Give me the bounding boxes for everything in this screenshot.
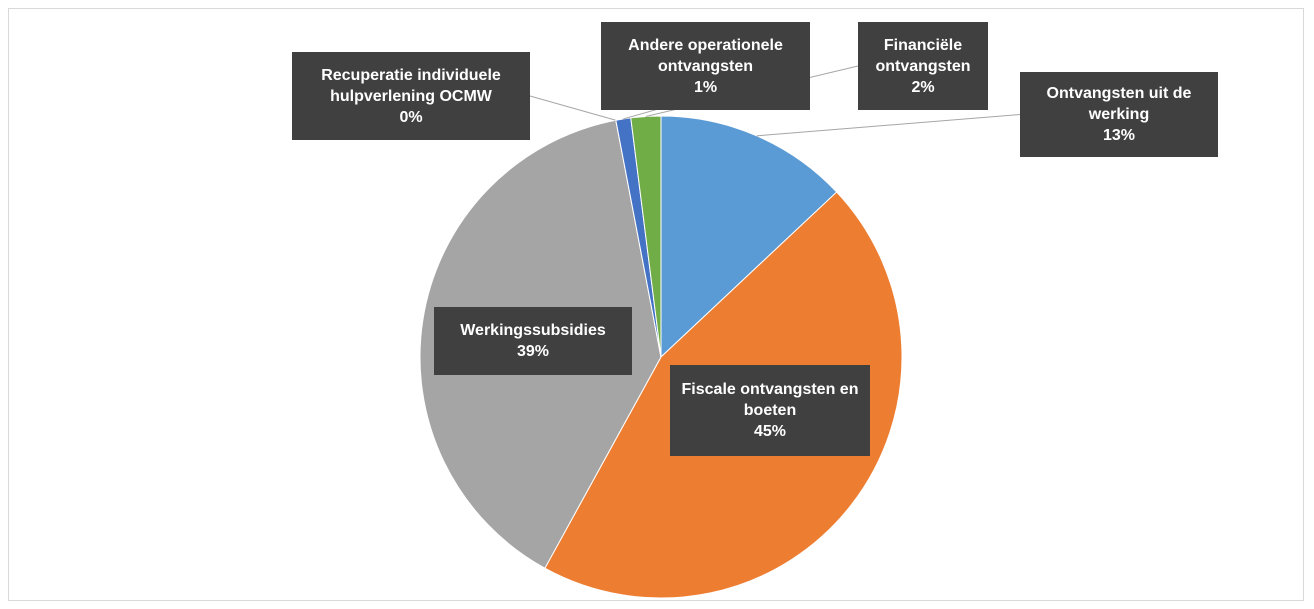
value-label: 13%: [1102, 127, 1136, 144]
leader-line: [529, 95, 616, 121]
pie-slice: [660, 115, 838, 359]
category-label: Fiscale ontvangsten en boeten: [681, 381, 859, 419]
data-label: Andere operationele ontvangsten 1%: [601, 22, 810, 110]
category-label: Financiële ontvangsten: [875, 36, 971, 75]
category-label: Andere operationele ontvangsten: [628, 36, 783, 75]
category-label: Ontvangsten uit de werking: [1046, 85, 1192, 123]
data-label: Werkingssubsidies 39%: [434, 307, 632, 375]
category-label: Werkingssubsidies: [460, 322, 606, 339]
value-label: 0%: [399, 108, 423, 126]
value-label: 45%: [753, 423, 787, 440]
data-label: Recuperatie individuele hulpverlening OC…: [292, 52, 530, 140]
value-label: 2%: [911, 78, 935, 96]
data-label: Financiële ontvangsten 2%: [858, 22, 988, 110]
leader-line: [756, 114, 1021, 137]
data-label: Fiscale ontvangsten en boeten 45%: [670, 365, 870, 456]
value-label: 1%: [693, 78, 718, 96]
data-label: Ontvangsten uit de werking 13%: [1020, 72, 1218, 157]
chart-frame: [8, 8, 1304, 601]
category-label: Recuperatie individuele hulpverlening OC…: [321, 66, 501, 105]
value-label: 39%: [516, 343, 550, 360]
